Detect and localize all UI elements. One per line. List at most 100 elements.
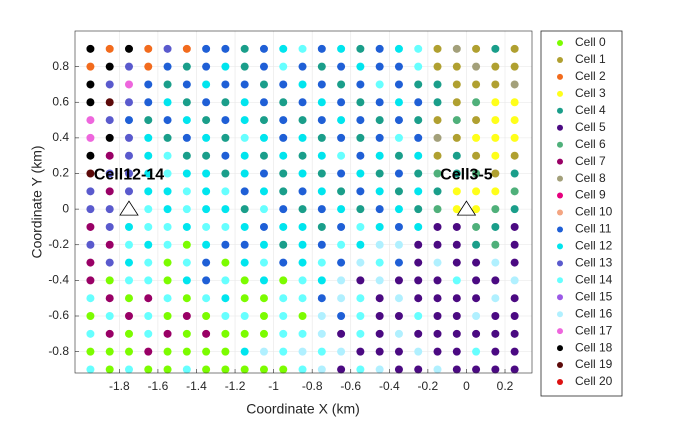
cell-point xyxy=(259,222,268,231)
cell-point xyxy=(279,116,288,125)
y-tick-label: 0.8 xyxy=(52,59,69,73)
cell-point xyxy=(163,62,172,71)
cell-point xyxy=(414,62,423,71)
cell-point xyxy=(105,329,114,338)
cell-point xyxy=(433,44,442,53)
legend-marker xyxy=(557,345,563,352)
cell-point xyxy=(452,294,461,303)
cell-point xyxy=(86,80,95,89)
cell-point xyxy=(240,347,249,356)
cell-point xyxy=(356,365,365,374)
cell-point xyxy=(375,44,384,53)
cell-point xyxy=(182,329,191,338)
cell-point xyxy=(259,276,268,285)
cell-point xyxy=(510,187,519,196)
cell-point xyxy=(394,44,403,53)
cell-point xyxy=(472,258,481,267)
cell-point xyxy=(144,329,153,338)
cell-point xyxy=(433,347,442,356)
cell-point xyxy=(202,151,211,160)
cell-point xyxy=(182,116,191,125)
cell-point xyxy=(337,116,346,125)
cell-point xyxy=(375,80,384,89)
legend-marker xyxy=(557,141,563,148)
cell-point xyxy=(202,62,211,71)
cell-point xyxy=(144,294,153,303)
cell-point xyxy=(472,98,481,107)
cell-point xyxy=(124,276,133,285)
cell-point xyxy=(182,258,191,267)
cell-point xyxy=(259,98,268,107)
cell-point xyxy=(144,44,153,53)
cell-point xyxy=(86,98,95,107)
cell-point xyxy=(144,98,153,107)
cell-point xyxy=(433,116,442,125)
cell-point xyxy=(337,62,346,71)
cell-point xyxy=(394,98,403,107)
cell-point xyxy=(279,205,288,214)
cell-point xyxy=(491,169,500,178)
cell-point xyxy=(86,312,95,320)
cell-point xyxy=(298,294,307,303)
cell-point xyxy=(298,169,307,178)
cell-point xyxy=(86,116,95,125)
cell-point xyxy=(452,62,461,71)
legend-label: Cell 7 xyxy=(575,154,606,168)
cell-point xyxy=(221,347,230,356)
cell-point xyxy=(394,258,403,267)
cell-point xyxy=(375,169,384,178)
cell-point xyxy=(221,116,230,125)
cell-point xyxy=(394,62,403,71)
cell-point xyxy=(491,116,500,125)
legend-marker xyxy=(557,362,563,369)
cell-point xyxy=(452,133,461,142)
cell-point xyxy=(433,312,442,320)
cell-point xyxy=(144,312,153,320)
cell-point xyxy=(202,365,211,374)
legend-marker xyxy=(557,243,563,250)
cell-point xyxy=(394,205,403,214)
cell-point xyxy=(433,62,442,71)
cell-point xyxy=(356,205,365,214)
cell-point xyxy=(144,133,153,142)
cell-point xyxy=(163,276,172,285)
cell-point xyxy=(317,133,326,142)
cell-point xyxy=(317,151,326,160)
cell-point xyxy=(356,222,365,231)
cell-point xyxy=(491,62,500,71)
annotation: Cell3-5 xyxy=(440,166,493,183)
cell-point xyxy=(414,312,423,320)
cell-point xyxy=(491,98,500,107)
cell-point xyxy=(240,365,249,374)
cell-point xyxy=(414,365,423,374)
cell-point xyxy=(259,258,268,267)
cell-point xyxy=(279,62,288,71)
x-tick-label: -1.4 xyxy=(186,379,207,393)
cell-point xyxy=(221,151,230,160)
cell-point xyxy=(491,133,500,142)
cell-point xyxy=(182,44,191,53)
x-tick-label: 0.2 xyxy=(497,379,514,393)
cell-point xyxy=(510,151,519,160)
cell-point xyxy=(86,133,95,142)
cell-point xyxy=(163,205,172,214)
cell-point xyxy=(375,151,384,160)
cell-point xyxy=(317,116,326,125)
cell-point xyxy=(86,294,95,303)
cell-point xyxy=(124,312,133,320)
cell-point xyxy=(433,133,442,142)
cell-point xyxy=(240,222,249,231)
cell-point xyxy=(202,312,211,320)
cell-point xyxy=(259,240,268,249)
cell-point xyxy=(182,205,191,214)
cell-point xyxy=(317,80,326,89)
cell-point xyxy=(375,133,384,142)
cell-point xyxy=(452,347,461,356)
legend-label: Cell 19 xyxy=(575,357,613,371)
cell-point xyxy=(86,205,95,214)
cell-point xyxy=(394,329,403,338)
cell-point xyxy=(105,312,114,320)
cell-point xyxy=(298,329,307,338)
cell-point xyxy=(124,329,133,338)
cell-point xyxy=(452,169,461,178)
